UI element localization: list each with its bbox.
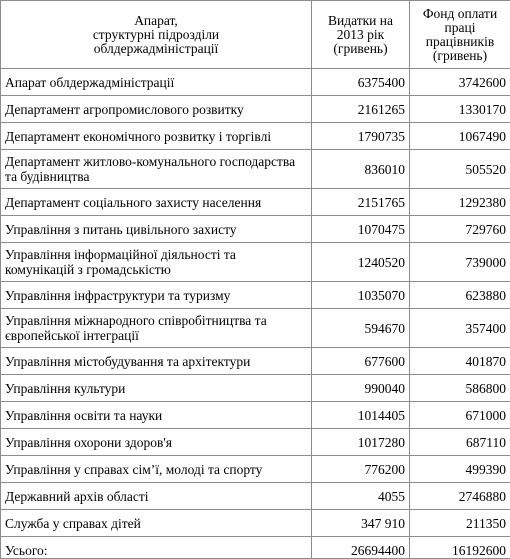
header-expenses-line-1: Видатки на bbox=[314, 14, 407, 28]
unit-name: Управління містобудування та архітектури bbox=[1, 348, 312, 375]
payroll-value: 729760 bbox=[410, 216, 510, 243]
payroll-value: 623880 bbox=[410, 282, 510, 309]
header-payroll-line-4: (гривень) bbox=[412, 49, 508, 63]
header-unit-line-2: структурні підрозділи bbox=[3, 28, 309, 42]
table-row: Департамент житлово-комунального господа… bbox=[1, 150, 510, 189]
unit-name: Департамент економічного розвитку і торг… bbox=[1, 123, 312, 150]
table-row: Управління культури 990040 586800 bbox=[1, 375, 510, 402]
payroll-value: 2746880 bbox=[410, 483, 510, 510]
payroll-value: 401870 bbox=[410, 348, 510, 375]
payroll-value: 3742600 bbox=[410, 69, 510, 96]
header-expenses: Видатки на 2013 рік (гривень) bbox=[312, 1, 410, 69]
table-header-row: Апарат, структурні підрозділи облдержадм… bbox=[1, 1, 510, 69]
table-row: Управління міжнародного співробітництва … bbox=[1, 309, 510, 348]
payroll-value: 1067490 bbox=[410, 123, 510, 150]
unit-name: Департамент житлово-комунального господа… bbox=[1, 150, 312, 189]
header-payroll-line-2: праці bbox=[412, 21, 508, 35]
expenses-value: 6375400 bbox=[312, 69, 410, 96]
payroll-value: 687110 bbox=[410, 429, 510, 456]
payroll-value: 1292380 bbox=[410, 189, 510, 216]
unit-name: Управління у справах сім’ї, молоді та сп… bbox=[1, 456, 312, 483]
unit-name: Управління міжнародного співробітництва … bbox=[1, 309, 312, 348]
table-row: Управління охорони здоров'я 1017280 6871… bbox=[1, 429, 510, 456]
expenses-value: 1240520 bbox=[312, 243, 410, 282]
total-expenses-value: 26694400 bbox=[312, 537, 410, 559]
table-row: Управління освіти та науки 1014405 67100… bbox=[1, 402, 510, 429]
table-row: Апарат облдержадміністрації 6375400 3742… bbox=[1, 69, 510, 96]
expenses-value: 1070475 bbox=[312, 216, 410, 243]
header-expenses-line-3: (гривень) bbox=[314, 42, 407, 56]
expenses-value: 2151765 bbox=[312, 189, 410, 216]
expenses-value: 836010 bbox=[312, 150, 410, 189]
expenses-value: 1790735 bbox=[312, 123, 410, 150]
expenses-value: 677600 bbox=[312, 348, 410, 375]
expenses-value: 776200 bbox=[312, 456, 410, 483]
expenses-value: 4055 bbox=[312, 483, 410, 510]
expenses-value: 2161265 bbox=[312, 96, 410, 123]
table-row: Служба у справах дітей 347 910 211350 bbox=[1, 510, 510, 537]
expenses-value: 594670 bbox=[312, 309, 410, 348]
header-payroll-line-3: працівників bbox=[412, 35, 508, 49]
payroll-value: 586800 bbox=[410, 375, 510, 402]
unit-name: Управління культури bbox=[1, 375, 312, 402]
header-unit-line-3: облдержадміністрації bbox=[3, 42, 309, 56]
header-expenses-line-2: 2013 рік bbox=[314, 28, 407, 42]
expenses-value: 347 910 bbox=[312, 510, 410, 537]
header-payroll-line-1: Фонд оплати bbox=[412, 7, 508, 21]
total-row: Усього: 26694400 16192600 bbox=[1, 537, 510, 559]
payroll-value: 499390 bbox=[410, 456, 510, 483]
payroll-value: 505520 bbox=[410, 150, 510, 189]
payroll-value: 1330170 bbox=[410, 96, 510, 123]
total-payroll-value: 16192600 bbox=[410, 537, 510, 559]
header-unit-name: Апарат, структурні підрозділи облдержадм… bbox=[1, 1, 312, 69]
unit-name: Департамент агропромислового розвитку bbox=[1, 96, 312, 123]
header-unit-line-1: Апарат, bbox=[3, 14, 309, 28]
table-row: Управління інформаційної діяльності та к… bbox=[1, 243, 510, 282]
payroll-value: 357400 bbox=[410, 309, 510, 348]
payroll-value: 211350 bbox=[410, 510, 510, 537]
table-row: Управління інфраструктури та туризму 103… bbox=[1, 282, 510, 309]
unit-name: Апарат облдержадміністрації bbox=[1, 69, 312, 96]
unit-name: Управління освіти та науки bbox=[1, 402, 312, 429]
table-row: Департамент економічного розвитку і торг… bbox=[1, 123, 510, 150]
table-row: Управління містобудування та архітектури… bbox=[1, 348, 510, 375]
table-row: Департамент агропромислового розвитку 21… bbox=[1, 96, 510, 123]
unit-name: Департамент соціального захисту населенн… bbox=[1, 189, 312, 216]
table-row: Управління з питань цивільного захисту 1… bbox=[1, 216, 510, 243]
unit-name: Управління з питань цивільного захисту bbox=[1, 216, 312, 243]
unit-name: Управління охорони здоров'я bbox=[1, 429, 312, 456]
header-payroll: Фонд оплати праці працівників (гривень) bbox=[410, 1, 510, 69]
expenses-value: 1014405 bbox=[312, 402, 410, 429]
unit-name: Державний архів області bbox=[1, 483, 312, 510]
expenses-value: 990040 bbox=[312, 375, 410, 402]
unit-name: Служба у справах дітей bbox=[1, 510, 312, 537]
table-row: Державний архів області 4055 2746880 bbox=[1, 483, 510, 510]
unit-name: Управління інфраструктури та туризму bbox=[1, 282, 312, 309]
expenses-value: 1035070 bbox=[312, 282, 410, 309]
payroll-value: 739000 bbox=[410, 243, 510, 282]
payroll-value: 671000 bbox=[410, 402, 510, 429]
expenses-value: 1017280 bbox=[312, 429, 410, 456]
unit-name: Управління інформаційної діяльності та к… bbox=[1, 243, 312, 282]
table-row: Департамент соціального захисту населенн… bbox=[1, 189, 510, 216]
table-row: Управління у справах сім’ї, молоді та сп… bbox=[1, 456, 510, 483]
total-label: Усього: bbox=[1, 537, 312, 559]
